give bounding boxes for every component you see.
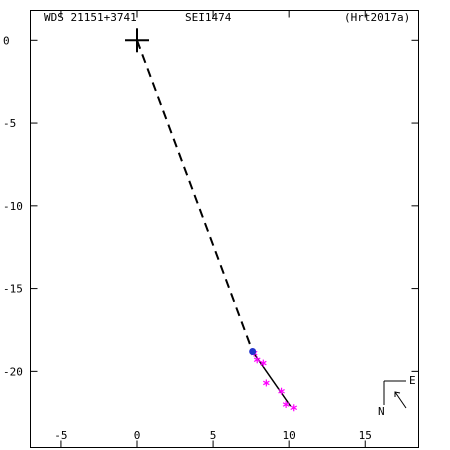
motion-arrow-shaft (394, 391, 407, 409)
observation-point (282, 400, 290, 408)
x-tick-label: 10 (283, 429, 296, 442)
observation-point-stroke (278, 388, 285, 394)
data-marks (125, 28, 298, 412)
reference-code: (Hrt2017a) (344, 11, 410, 24)
compass-north-label: N (378, 405, 385, 418)
observation-point-stroke (263, 380, 270, 386)
observation-point (290, 404, 298, 412)
y-tick-label: -15 (3, 283, 23, 296)
observation-point-stroke (290, 405, 298, 411)
discoverer-code: SEI1474 (185, 11, 232, 24)
x-tick-label: 0 (134, 429, 141, 442)
observation-point (263, 379, 270, 387)
latest-position-point (249, 347, 257, 355)
compass-east-label: E (409, 374, 416, 387)
y-tick-label: -20 (3, 365, 23, 378)
observation-point (278, 387, 285, 395)
observation-point-stroke (282, 402, 290, 407)
observation-point-stroke (259, 360, 267, 366)
y-tick-label: -10 (3, 200, 23, 213)
observation-point (259, 359, 267, 367)
compass-rose: E N (378, 374, 416, 418)
x-tick-label: 5 (210, 429, 217, 442)
observation-point-stroke (253, 357, 261, 363)
y-tick-label: 0 (3, 34, 10, 47)
wds-id: WDS 21151+3741 (44, 11, 137, 24)
observation-point (253, 356, 261, 364)
axis-ticks: -5 0 5 10 15 0 -5 -10 -15 -20 (3, 10, 419, 448)
primary-to-companion-dashed-line (136, 39, 254, 352)
y-tick-label: -5 (3, 117, 16, 130)
x-tick-label: -5 (54, 429, 67, 442)
x-tick-label: 15 (359, 429, 372, 442)
motion-arrow-head (394, 391, 401, 397)
plot-frame (30, 10, 419, 448)
